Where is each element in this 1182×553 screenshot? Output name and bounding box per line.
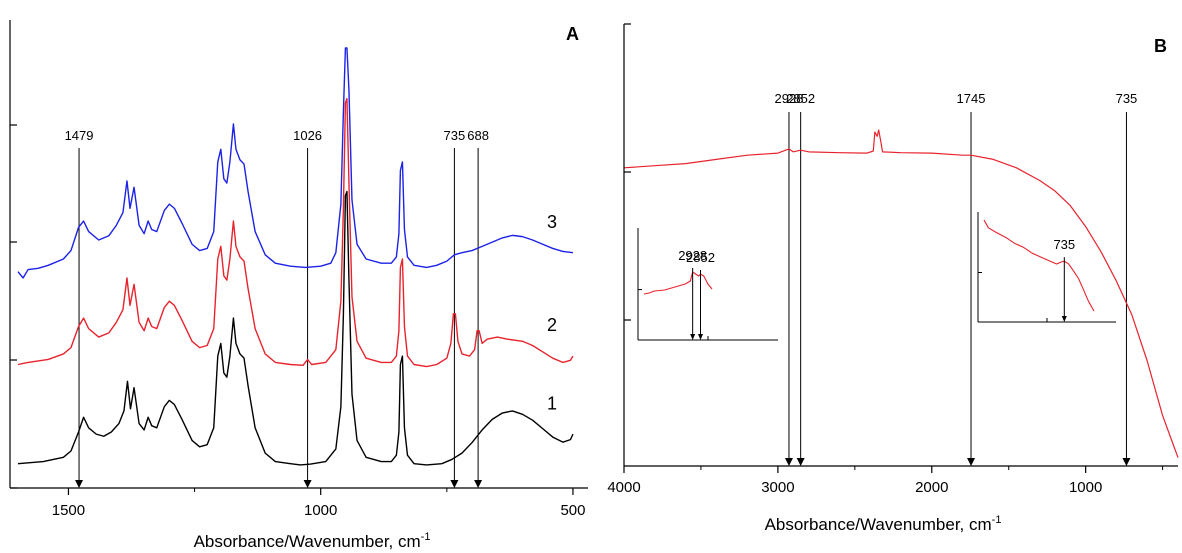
annotation-label-b-1745: 1745 bbox=[957, 91, 986, 106]
panel-a-x-axis-title: Absorbance/Wavenumber, cm-1 bbox=[194, 531, 431, 551]
series-line-3 bbox=[17, 47, 574, 279]
inset-left-annotation-arrow-2852 bbox=[697, 334, 703, 340]
annotation-label-b-2928: 2928 bbox=[775, 91, 804, 106]
panel-a-x-axis-unit-exponent: -1 bbox=[421, 531, 431, 543]
series-line-1 bbox=[17, 190, 574, 466]
inset-right: 735 bbox=[977, 212, 1116, 323]
curve-label-3: 3 bbox=[547, 212, 557, 232]
annotation-arrow-b-2928 bbox=[784, 458, 793, 466]
panel-b-x-tick-label-4000: 4000 bbox=[607, 479, 640, 496]
annotation-label-1026: 1026 bbox=[293, 128, 322, 143]
inset-left-spectrum-line bbox=[643, 271, 713, 295]
panel-b-x-axis-title: Absorbance/Wavenumber, cm-1 bbox=[765, 514, 1002, 534]
annotation-arrow-b-1745 bbox=[967, 458, 976, 466]
panel-b-x-ticks: 4000 3000 2000 1000 bbox=[607, 466, 1164, 496]
panel-b-spectrum-line bbox=[623, 129, 1179, 458]
panel-a-y-ticks bbox=[10, 124, 17, 489]
panel-a-x-tick-label-1500: 1500 bbox=[52, 502, 85, 519]
annotation-label-b-2852: 2852 bbox=[786, 91, 815, 106]
annotation-arrow-b-2852 bbox=[796, 458, 805, 466]
panel-b-y-ticks bbox=[624, 23, 631, 321]
panel-a-x-tick-label-500: 500 bbox=[560, 502, 585, 519]
annotation-label-688: 688 bbox=[467, 128, 489, 143]
panel-b-letter: B bbox=[1154, 36, 1167, 56]
annotation-arrow-688 bbox=[474, 480, 483, 488]
inset-right-annotation-arrow-735 bbox=[1061, 316, 1067, 322]
annotation-arrow-735 bbox=[450, 480, 459, 488]
annotation-arrow-1026 bbox=[303, 480, 312, 488]
inset-left-annotation-label-2928: 2928 bbox=[678, 248, 707, 263]
panel-b-x-axis-unit-exponent: -1 bbox=[992, 514, 1002, 526]
panel-b-x-tick-label-3000: 3000 bbox=[761, 479, 794, 496]
panel-a-x-ticks: 1500 1000 500 bbox=[52, 488, 585, 519]
panel-a-x-tick-label-1000: 1000 bbox=[304, 502, 337, 519]
inset-right-annotation-label-735: 735 bbox=[1053, 237, 1075, 252]
annotation-label-b-735: 735 bbox=[1116, 91, 1138, 106]
panel-a-letter: A bbox=[566, 24, 579, 44]
annotation-label-735: 735 bbox=[444, 128, 466, 143]
panel-a-series bbox=[17, 47, 574, 466]
panel-b-x-tick-label-2000: 2000 bbox=[915, 479, 948, 496]
panel-a: A 1479 1026 735 688 1 2 3 1500 1000 500 Absorba… bbox=[9, 20, 588, 551]
inset-right-spectrum-line bbox=[983, 219, 1095, 312]
panel-a-curve-labels: 1 2 3 bbox=[547, 212, 557, 413]
curve-label-1: 1 bbox=[547, 393, 557, 413]
inset-left-annotation-label-2852: 2852 bbox=[686, 250, 715, 265]
panel-a-annotations: 1479 1026 735 688 bbox=[65, 128, 489, 488]
series-line-2 bbox=[17, 97, 574, 368]
panel-b-series bbox=[623, 129, 1179, 458]
curve-label-2: 2 bbox=[547, 315, 557, 335]
annotation-label-1479: 1479 bbox=[65, 128, 94, 143]
annotation-arrow-b-735 bbox=[1122, 458, 1131, 466]
inset-left-annotation-arrow-2928 bbox=[690, 334, 696, 340]
panel-b-x-tick-label-1000: 1000 bbox=[1069, 479, 1102, 496]
annotation-arrow-1479 bbox=[75, 480, 84, 488]
